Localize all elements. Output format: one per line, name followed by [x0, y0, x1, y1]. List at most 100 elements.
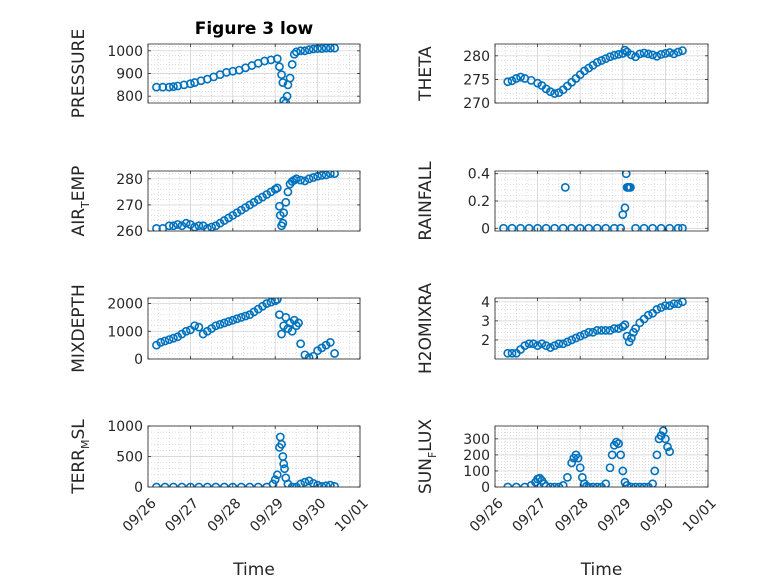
data-point: [618, 322, 628, 331]
data-point: [678, 223, 687, 231]
data-point: [622, 480, 632, 487]
data-point: [272, 183, 282, 193]
data-point: [673, 47, 683, 57]
data-point: [158, 82, 168, 92]
data-point: [584, 223, 594, 231]
data-point: [558, 480, 568, 487]
x-tick-label: 10/01: [332, 495, 372, 535]
data-point: [270, 298, 280, 306]
y-axis-label: TERRMSL: [69, 419, 92, 495]
y-axis-label: THETA: [416, 46, 436, 102]
data-point: [524, 223, 534, 231]
data-point: [567, 458, 577, 468]
data-point: [224, 317, 233, 326]
data-point: [308, 351, 318, 359]
y-tick-label: 0.4: [468, 167, 490, 183]
data-point: [605, 52, 615, 62]
subplot-5: 0 1000 2000 MIXDEPTH: [69, 284, 361, 373]
x-tick-label: 09/28: [552, 495, 592, 535]
y-tick-label: 280: [116, 172, 143, 188]
data-point: [535, 473, 545, 483]
data-point: [656, 223, 666, 231]
data-point: [308, 44, 318, 54]
data-point: [321, 481, 331, 487]
subplot-3: 260 270 280 AIRTEMP: [69, 166, 361, 240]
data-point: [618, 466, 628, 476]
x-tick-label: 09/29: [595, 495, 635, 535]
data-point: [507, 348, 517, 358]
data-point: [601, 54, 611, 64]
x-tick-label: 09/26: [120, 495, 160, 535]
data-point: [330, 44, 339, 53]
y-label-subscript: F: [426, 452, 439, 458]
data-point: [609, 324, 619, 333]
data-point: [304, 45, 314, 55]
data-point: [575, 463, 585, 473]
data-point: [300, 46, 310, 56]
data-series: [152, 171, 339, 231]
data-point: [304, 353, 314, 359]
data-point: [304, 174, 314, 184]
data-point: [601, 223, 611, 231]
data-point: [643, 49, 653, 59]
data-point: [317, 44, 327, 53]
data-point: [524, 339, 534, 349]
y-axis-label: SUNFLUX: [416, 419, 439, 494]
data-point: [296, 175, 306, 185]
y-tick-label: 0: [134, 352, 143, 368]
data-point: [563, 337, 572, 347]
y-tick-label: 2000: [107, 297, 143, 313]
data-point: [652, 305, 662, 314]
data-point: [669, 299, 679, 309]
data-point: [219, 318, 229, 328]
data-point: [330, 481, 339, 487]
data-point: [592, 58, 602, 67]
data-point: [164, 221, 174, 231]
data-point: [169, 221, 178, 231]
data-point: [296, 479, 306, 487]
data-point: [503, 77, 513, 87]
data-point: [317, 171, 327, 180]
x-tick-label: 09/26: [467, 495, 507, 535]
data-point: [280, 464, 289, 474]
data-point: [520, 341, 530, 351]
data-point: [571, 333, 581, 343]
data-point: [541, 341, 551, 351]
data-point: [560, 182, 570, 192]
y-label-subscript: M: [79, 440, 92, 450]
axes-frame: [147, 297, 361, 360]
data-point: [678, 46, 687, 56]
data-point: [550, 89, 560, 98]
data-point: [661, 49, 670, 58]
data-point: [601, 479, 611, 487]
subplot-1: 800 900 1000 PRESSURE Figure 3 low: [69, 19, 361, 118]
data-point: [285, 73, 295, 83]
data-point: [658, 426, 668, 436]
y-tick-label: 1000: [107, 44, 143, 60]
data-point: [656, 303, 666, 312]
data-point: [663, 442, 672, 452]
data-point: [152, 223, 161, 231]
y-label-part: AIR: [69, 208, 89, 237]
x-tick-label: 09/29: [247, 495, 287, 535]
data-point: [516, 223, 525, 231]
data-point: [550, 223, 560, 231]
y-tick-label: 100: [463, 464, 490, 480]
data-point: [283, 187, 293, 197]
data-point: [648, 479, 658, 487]
y-axis-label: AIRTEMP: [69, 166, 92, 237]
data-point: [626, 182, 635, 192]
data-point: [643, 310, 653, 320]
axes-background: [495, 44, 708, 103]
data-point: [558, 223, 568, 231]
data-point: [558, 339, 568, 349]
data-point: [278, 218, 288, 228]
data-point: [605, 326, 615, 335]
data-point: [325, 337, 335, 347]
data-point: [296, 339, 306, 349]
data-point: [665, 48, 675, 57]
data-point: [652, 51, 662, 61]
data-point: [533, 341, 542, 351]
